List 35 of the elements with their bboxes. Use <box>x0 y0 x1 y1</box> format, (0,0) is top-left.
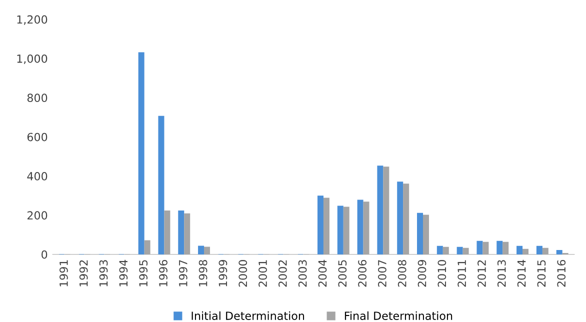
x-tick-label: 2004 <box>318 260 327 287</box>
x-tick-label: 2005 <box>338 260 347 287</box>
x-tick-label: 1996 <box>159 260 168 286</box>
x-tick-label: 1991 <box>60 260 68 286</box>
y-tick-label: 600 <box>27 132 48 142</box>
x-tick-label: 1994 <box>119 260 128 286</box>
x-tick-label: 2001 <box>258 260 267 287</box>
legend-label: Initial Determination <box>192 311 304 320</box>
legend-label: Final Determination <box>344 311 452 320</box>
y-tick-label: 400 <box>27 172 48 180</box>
y-tick-label: 800 <box>27 94 48 102</box>
x-tick-label: 2014 <box>517 260 526 287</box>
x-tick-label: 1997 <box>178 260 188 286</box>
x-tick-label: 2003 <box>298 260 307 287</box>
x-tick-label: 1993 <box>99 260 108 286</box>
y-tick-label: 0 <box>42 250 48 259</box>
x-tick-label: 2015 <box>537 260 546 287</box>
y-tick-label: 200 <box>27 211 48 220</box>
x-tick-label: 2000 <box>238 260 248 287</box>
x-tick-label: 2007 <box>378 260 386 287</box>
x-tick-label: 1995 <box>139 260 148 286</box>
x-tick-label: 2009 <box>418 260 426 287</box>
y-tick-label: 1,000 <box>17 54 48 64</box>
x-tick-label: 2016 <box>557 260 566 287</box>
x-tick-label: 2008 <box>398 260 406 287</box>
x-tick-label: 2013 <box>497 260 506 287</box>
x-tick-label: 2012 <box>478 260 486 287</box>
y-tick-label: 1,200 <box>17 15 48 25</box>
x-tick-label: 2002 <box>278 260 287 287</box>
x-tick-label: 2006 <box>358 260 366 287</box>
x-tick-label: 2011 <box>458 260 466 287</box>
x-tick-label: 1992 <box>79 260 88 286</box>
x-tick-label: 1999 <box>218 260 228 286</box>
x-tick-label: 2010 <box>438 260 446 287</box>
x-tick-label: 1998 <box>198 260 208 286</box>
